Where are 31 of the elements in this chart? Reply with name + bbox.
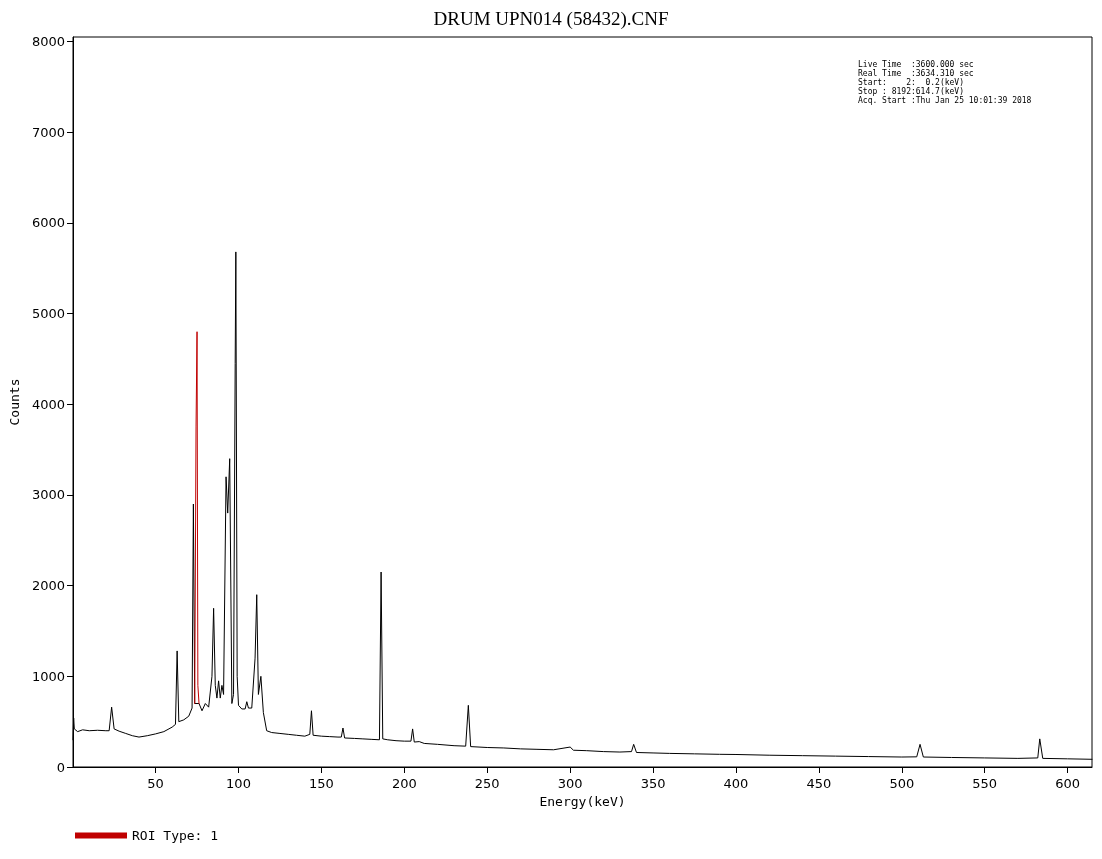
chart-title: DRUM UPN014 (58432).CNF [433, 8, 669, 30]
x-tick-label: 250 [474, 776, 500, 791]
annotation: Stop : 8192:614.7(keV) [858, 87, 964, 96]
x-tick-label: 350 [640, 776, 666, 791]
y-tick-label: 4000 [31, 396, 65, 412]
y-tick-label: 7000 [31, 124, 65, 140]
y-axis-title: Counts [7, 378, 22, 426]
x-tick-label: 150 [308, 776, 334, 791]
x-tick-label: 500 [889, 776, 915, 791]
x-tick-label: 50 [147, 776, 164, 791]
y-tick-label: 5000 [31, 306, 65, 322]
y-tick-label: 6000 [31, 215, 65, 231]
x-tick-label: 300 [557, 776, 583, 791]
x-tick-label: 450 [806, 776, 832, 791]
y-tick-label: 2000 [31, 578, 65, 594]
annotation: Acq. Start :Thu Jan 25 10:01:39 2018 [858, 96, 1032, 105]
x-tick-label: 600 [1055, 776, 1081, 791]
line-series [194, 331, 200, 705]
annotation: Start: 2: 0.2(keV) [858, 78, 964, 87]
x-tick-label: 200 [391, 776, 417, 791]
y-tick-label: 0 [56, 759, 65, 775]
x-tick-label: 400 [723, 776, 749, 791]
x-axis-title: Energy(keV) [539, 793, 626, 809]
y-tick-label: 8000 [31, 34, 65, 50]
x-tick-label: 100 [226, 776, 251, 791]
annotation: Real Time :3634.310 sec [858, 69, 974, 78]
y-tick-label: 1000 [31, 668, 65, 684]
legend-label: ROI Type: 1 [132, 828, 219, 843]
x-tick-label: 550 [972, 776, 998, 791]
y-tick-label: 3000 [31, 487, 65, 503]
annotation: Live Time :3600.000 sec [858, 60, 974, 69]
